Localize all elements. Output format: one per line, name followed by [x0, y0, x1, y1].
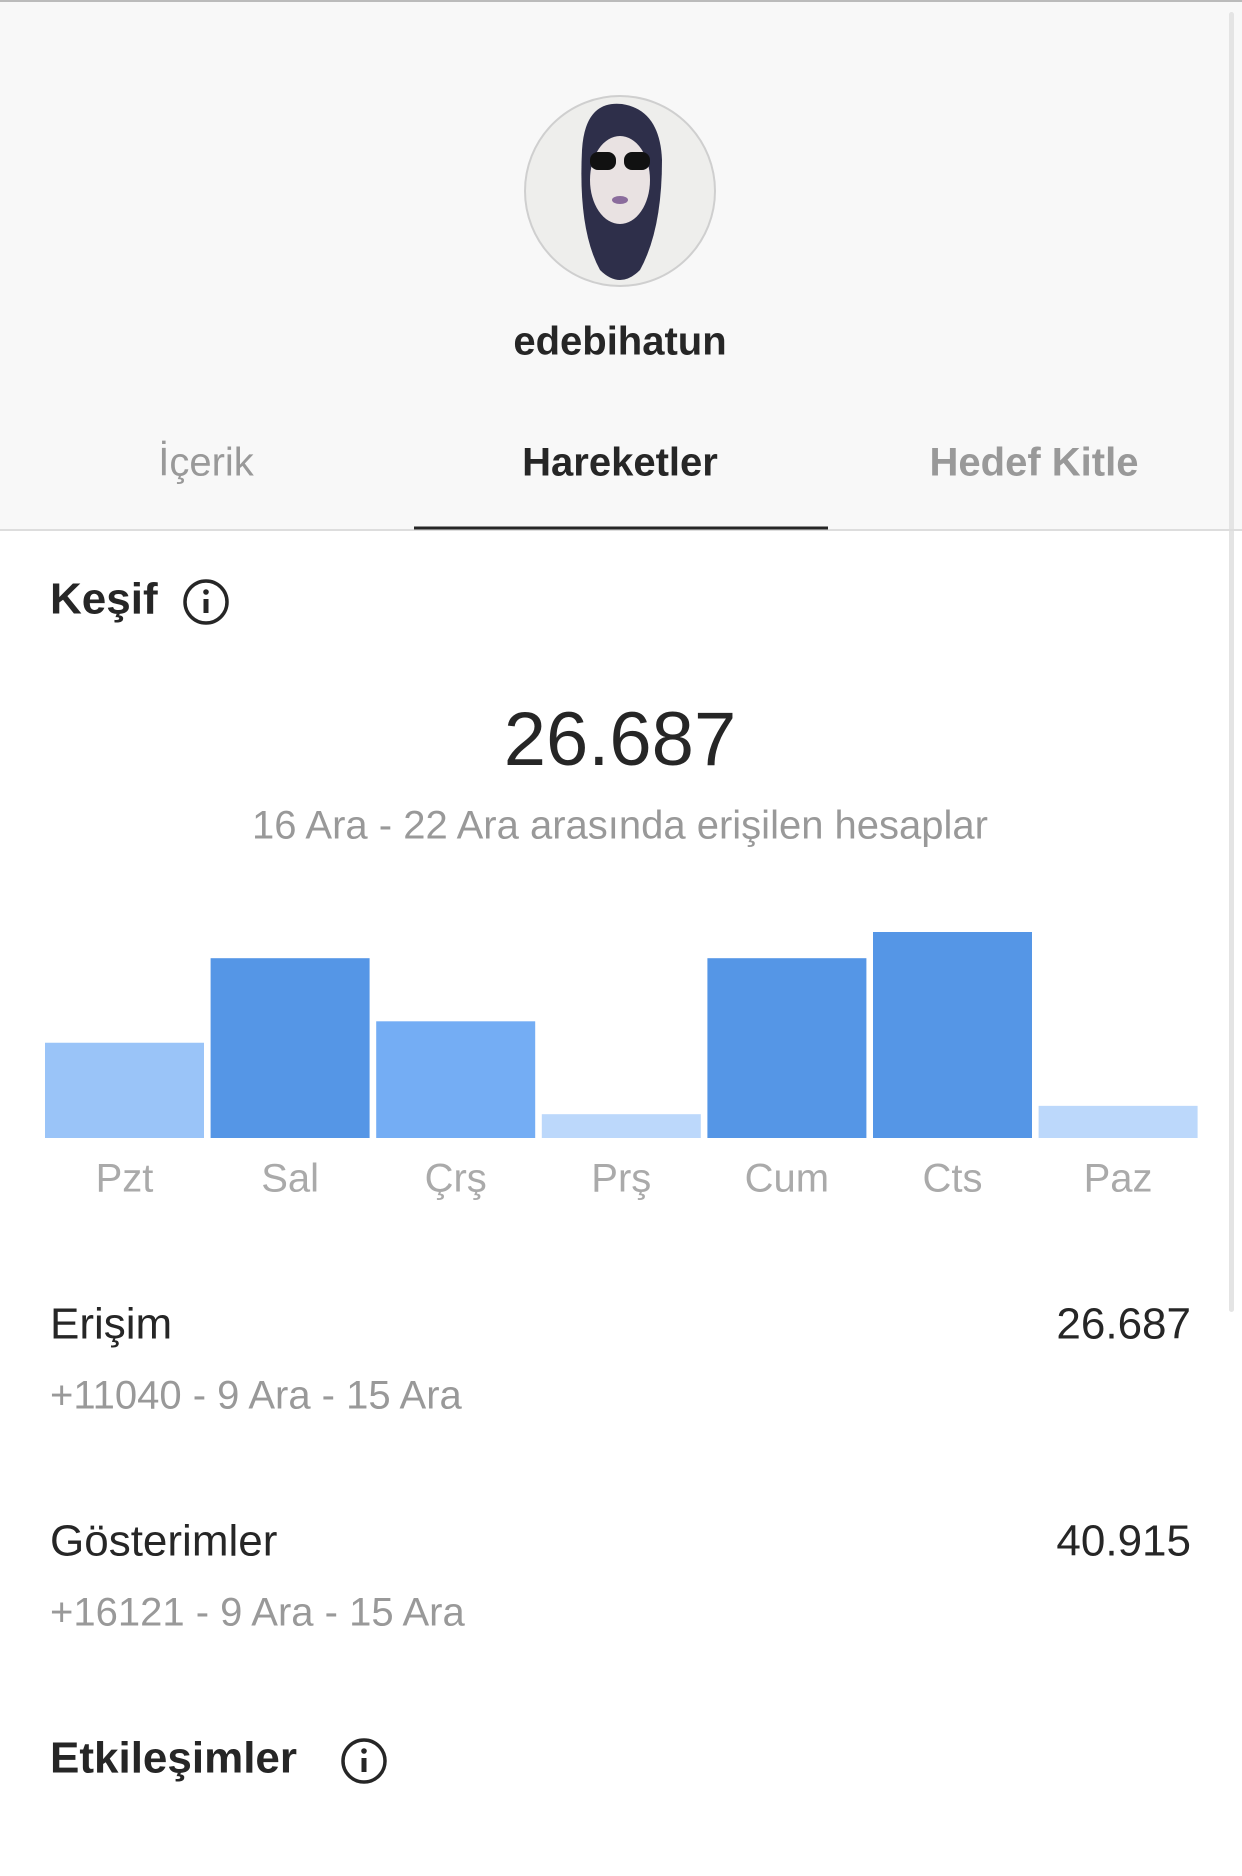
total: 26.687	[504, 697, 736, 782]
metric-label: Gösterimler	[50, 1517, 277, 1566]
info-dot	[203, 589, 209, 595]
info-circle	[341, 1738, 387, 1784]
metric-value: 40.915	[1056, 1517, 1191, 1566]
avatar-face	[590, 136, 650, 224]
section-title: Etkileşimler	[50, 1734, 297, 1783]
bar	[45, 1042, 204, 1138]
avatar[interactable]	[524, 95, 716, 287]
tab-active[interactable]: Hareketler	[522, 441, 718, 485]
x-tick-label: Prş	[591, 1157, 651, 1201]
info-circle	[183, 579, 229, 625]
username: edebihatun	[513, 320, 726, 364]
subtitle: 16 Ara - 22 Ara arasında erişilen hesapl…	[252, 804, 988, 848]
scrollbar	[1229, 12, 1234, 1312]
bar	[376, 1021, 536, 1138]
x-tick-label: Pzt	[96, 1157, 154, 1201]
tab[interactable]: Hedef Kitle	[930, 441, 1139, 485]
avatar-glasses	[590, 152, 616, 170]
metric-label: Erişim	[50, 1300, 172, 1349]
x-tick-label: Paz	[1084, 1157, 1153, 1201]
metric-change: +11040 - 9 Ara - 15 Ara	[50, 1374, 463, 1418]
avatar-glasses	[624, 152, 650, 170]
x-tick-label: Cts	[923, 1157, 983, 1201]
bar-chart: Pzt Sal Çrş Prş Cum Cts Paz	[45, 932, 1198, 1201]
section-title: Keşif	[50, 575, 158, 624]
bar	[210, 958, 370, 1138]
info-dot	[361, 1748, 367, 1754]
x-tick-label: Çrş	[425, 1157, 487, 1201]
metrics: Erişim 26.687 +11040 - 9 Ara - 15 Ara Göste…	[50, 1300, 1191, 1635]
avatar-lips	[612, 196, 628, 204]
bar	[873, 932, 1032, 1138]
bar	[707, 958, 867, 1138]
bar	[541, 1114, 701, 1138]
info-bar	[203, 599, 209, 613]
x-tick-label: Sal	[261, 1157, 319, 1201]
bar	[1038, 1105, 1198, 1138]
info-icon[interactable]	[341, 1738, 387, 1784]
info-bar	[361, 1758, 367, 1772]
info-icon[interactable]	[183, 579, 229, 625]
x-tick-label: Cum	[745, 1157, 829, 1201]
metric-value: 26.687	[1056, 1300, 1191, 1349]
tab[interactable]: İçerik	[158, 440, 255, 485]
metric-change: +16121 - 9 Ara - 15 Ara	[50, 1591, 465, 1635]
